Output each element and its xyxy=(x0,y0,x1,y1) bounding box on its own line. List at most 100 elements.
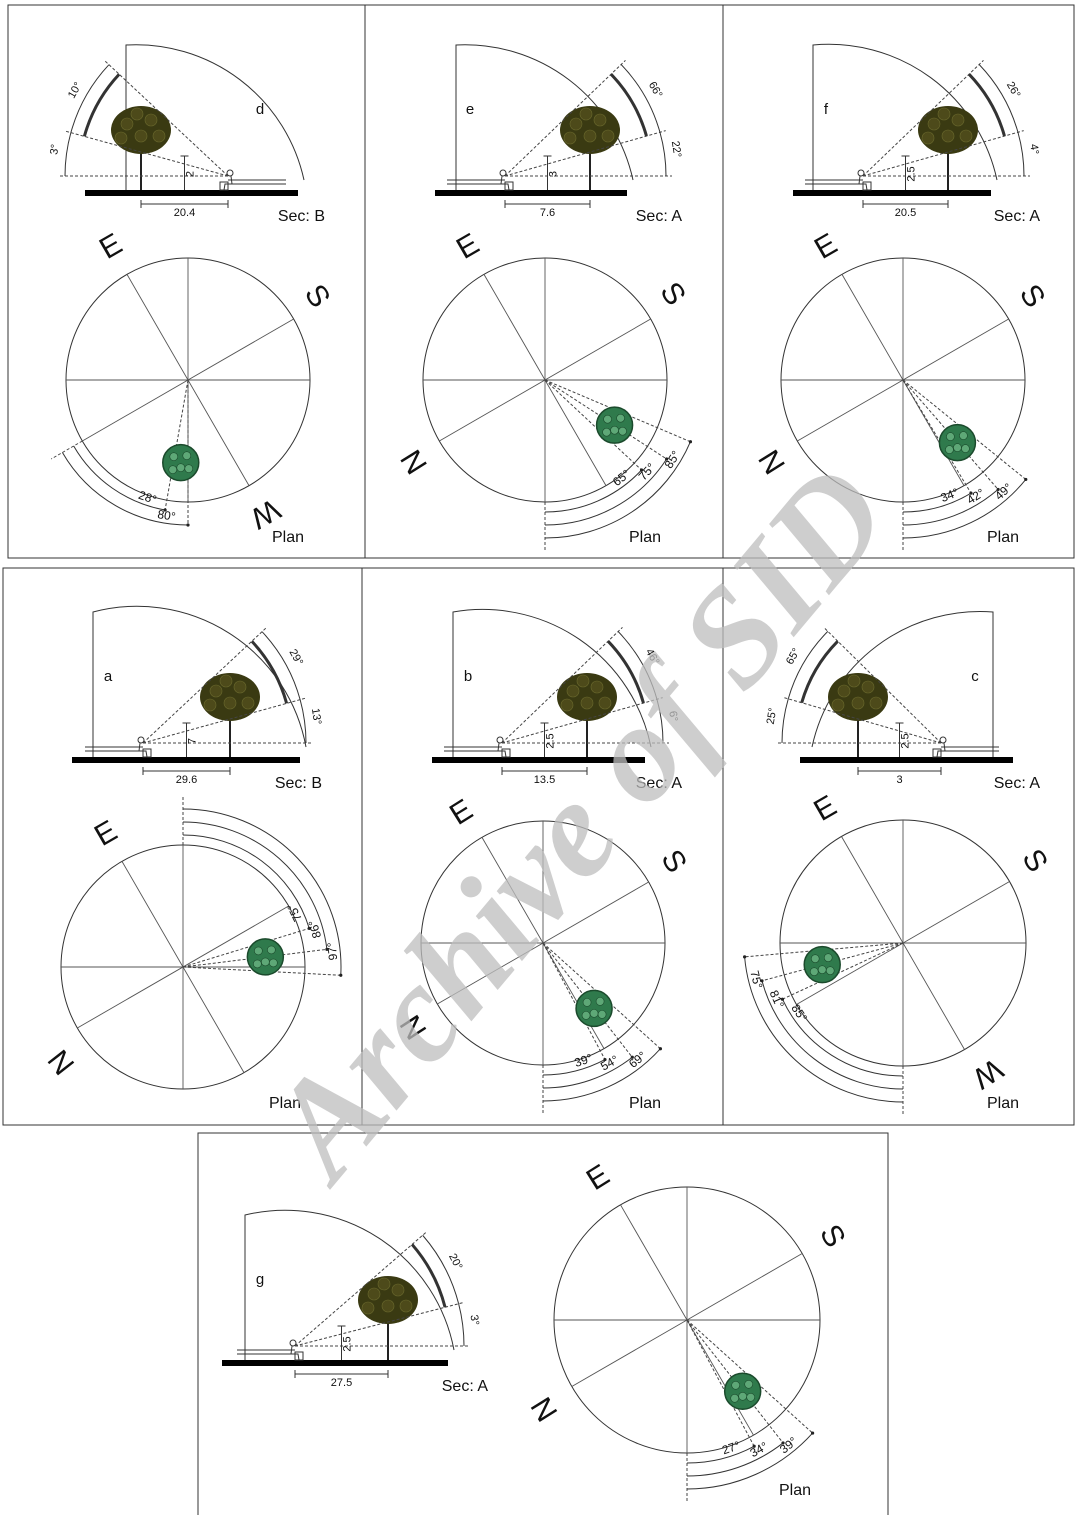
angle-arc xyxy=(182,834,310,929)
plan-angle-label: 85° xyxy=(662,448,684,471)
plan-angle-label: 34° xyxy=(748,1439,771,1460)
distance-label: 13.5 xyxy=(534,774,555,786)
panel-letter: g xyxy=(256,1271,264,1288)
arc-end xyxy=(658,1047,663,1051)
observer-body xyxy=(936,742,946,758)
sight-line xyxy=(782,696,942,744)
angle-arc xyxy=(902,479,1027,539)
distance-label: 29.6 xyxy=(176,774,197,786)
sight-ray xyxy=(686,1319,813,1434)
leaf xyxy=(223,696,237,710)
arc-end xyxy=(996,487,1000,492)
compass-letter: N xyxy=(42,1043,81,1080)
dimension-arc xyxy=(978,64,1019,133)
distance-dimension xyxy=(142,767,231,775)
angle-label: 25° xyxy=(765,707,779,725)
leaf xyxy=(847,674,861,688)
sky-boundary xyxy=(455,44,634,190)
sight-ray xyxy=(744,942,904,958)
dimension-arc xyxy=(656,699,664,744)
leaf xyxy=(391,1283,405,1297)
plan-leaf xyxy=(959,431,968,440)
angle-label: 3° xyxy=(48,143,61,155)
section-name: Sec: B xyxy=(278,208,325,225)
plan-leaf xyxy=(602,427,611,437)
dimension-arc xyxy=(617,631,658,700)
sight-line xyxy=(294,1230,428,1347)
plan-angle-label: 34° xyxy=(938,485,960,505)
observer-body xyxy=(500,175,510,191)
plan-leaf xyxy=(731,1380,740,1390)
angle-arc xyxy=(61,452,189,526)
arc-end xyxy=(688,440,693,444)
plan-leaf xyxy=(253,959,262,969)
dimension-arc xyxy=(787,630,829,699)
leaf xyxy=(560,698,574,712)
plan-leaf xyxy=(261,957,270,967)
arc-end xyxy=(810,1431,815,1435)
compass-letter: E xyxy=(89,814,123,853)
leaf xyxy=(114,131,128,145)
compass-letter: S xyxy=(813,1219,852,1253)
panel-letter: c xyxy=(971,668,979,685)
angle-label: 13° xyxy=(309,707,323,725)
angle-arc xyxy=(686,1432,813,1490)
arc-end xyxy=(630,1055,634,1059)
leaf xyxy=(377,1277,391,1291)
height-label: 2.5 xyxy=(905,166,917,181)
plan-leaf xyxy=(269,958,278,968)
height-label: 2.5 xyxy=(341,1336,353,1351)
row-frame xyxy=(2,567,1075,1126)
angle-label: 20° xyxy=(446,1252,464,1272)
observer-head xyxy=(496,736,504,744)
sight-ray xyxy=(902,379,1027,480)
leaf xyxy=(921,131,935,145)
observer-head xyxy=(857,169,865,177)
leaf xyxy=(566,684,580,698)
plan-leaf xyxy=(254,946,263,956)
plan-angle-label: 39° xyxy=(573,1051,595,1070)
plan-leaf xyxy=(730,1393,739,1403)
sight-ray xyxy=(542,942,606,1060)
plan-leaf xyxy=(616,413,625,423)
compass-letter: W xyxy=(966,1052,1008,1095)
section-name: Sec: A xyxy=(636,775,683,792)
angle-label: 6° xyxy=(666,710,679,722)
leaf xyxy=(593,113,607,127)
plan-leaf xyxy=(817,965,827,974)
plan-leaf xyxy=(582,998,592,1007)
panel: 66° 22° 3 7.6 Sec: A e E S N 65° 75°85° Plan xyxy=(395,44,693,552)
height-label: 2 xyxy=(184,171,196,177)
plan-angle-label: 65° xyxy=(610,467,633,489)
leaf xyxy=(241,696,255,710)
angle-label: 10° xyxy=(66,80,85,100)
panel: 20° 3° 2.5 27.5 Sec: A g E S N 27° 34° 39° Plan xyxy=(222,1158,852,1503)
height-label: 2.5 xyxy=(899,733,911,748)
sight-line xyxy=(504,130,666,177)
obstruction-arc xyxy=(800,640,839,704)
leaf xyxy=(563,131,577,145)
plan-leaf xyxy=(946,432,955,441)
plan-angle-label: 27° xyxy=(720,1438,742,1457)
plan-leaf xyxy=(810,954,820,963)
observer-head xyxy=(226,169,234,177)
arc-end xyxy=(760,979,764,983)
plan-leaf xyxy=(738,1391,747,1401)
arc-end xyxy=(339,973,343,977)
height-marker xyxy=(543,155,552,190)
plan-angle-label: 28° xyxy=(137,488,159,507)
dimension-arc xyxy=(261,631,301,700)
plan-tree xyxy=(575,989,613,1028)
plan-angle-label: 81° xyxy=(767,988,787,1010)
observer-body xyxy=(290,1345,300,1361)
leaf xyxy=(869,696,883,710)
ground xyxy=(432,757,645,763)
plan-angle-label: 75° xyxy=(636,460,659,483)
distance-label: 20.5 xyxy=(895,207,916,219)
obstruction-arc xyxy=(609,73,648,137)
plan-leaf xyxy=(961,444,970,453)
sky-boundary xyxy=(244,1209,455,1360)
height-label: 3 xyxy=(547,171,559,177)
